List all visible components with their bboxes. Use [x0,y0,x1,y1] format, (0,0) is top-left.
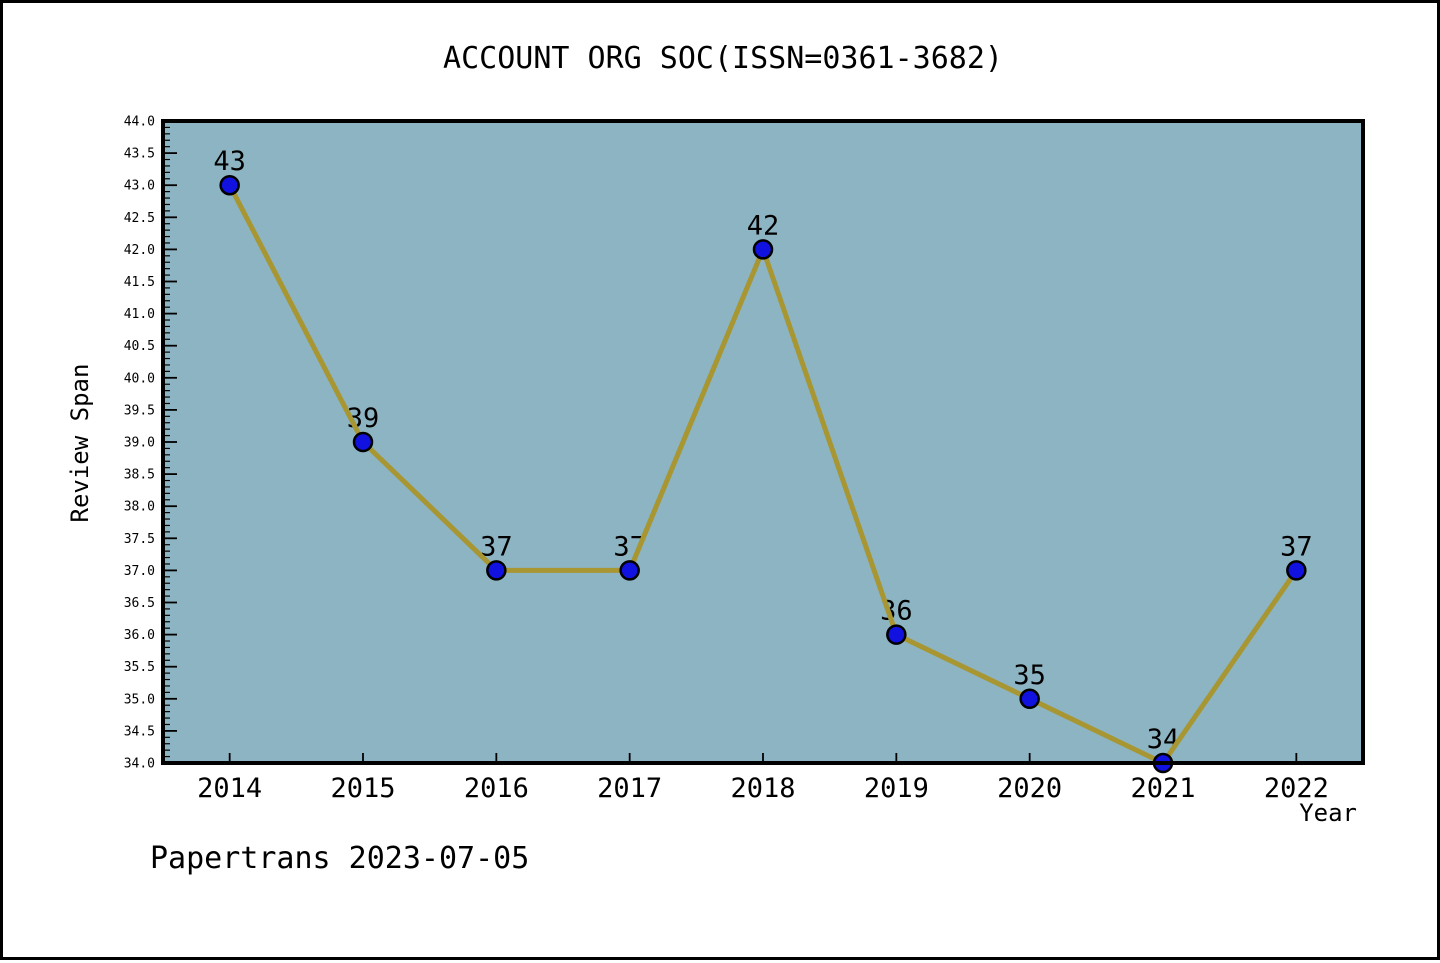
y-tick-label: 35.0 [124,692,155,707]
data-point-label: 35 [1013,660,1046,691]
y-tick-label: 39.0 [124,436,155,451]
y-tick-label: 41.0 [124,307,155,322]
x-tick-label: 2022 [1264,773,1329,804]
chart-title: ACCOUNT ORG SOC(ISSN=0361-3682) [443,41,1003,76]
y-tick-label: 43.5 [124,147,155,162]
data-point-label: 37 [1280,531,1313,562]
plot-frame [161,119,1365,765]
data-point-marker [886,624,907,645]
y-tick-label: 39.5 [124,403,155,418]
y-tick-label: 35.5 [124,660,155,675]
y-tick-label: 42.5 [124,211,155,226]
y-tick-label: 41.5 [124,275,155,290]
y-tick-label: 36.5 [124,596,155,611]
y-tick-label: 42.0 [124,243,155,258]
y-tick-label: 34.0 [124,757,155,772]
y-tick-label: 36.0 [124,628,155,643]
data-point-marker [1019,688,1040,710]
y-tick-label: 40.5 [124,339,155,354]
line-chart-plot-area: 44.0 43.5 43.0 42.5 42.0 41.5 41.0 40.5 40.0 39.5… [124,115,1365,804]
x-tick-label: 2016 [464,773,529,804]
x-tick-label: 2018 [730,773,795,804]
x-tick-label: 2019 [864,773,929,804]
y-tick-label: 40.0 [124,371,155,386]
data-point-label: 43 [213,146,246,177]
x-tick-label: 2021 [1130,773,1195,804]
data-point-marker [1286,560,1307,581]
y-tick-label: 37.5 [124,532,155,547]
y-tick-label: 44.0 [124,115,155,130]
footer-watermark: Papertrans 2023-07-05 [150,841,530,876]
data-point-marker [752,239,774,260]
y-tick-label: 37.0 [124,564,155,579]
y-tick-label: 43.0 [124,179,155,194]
x-tick-label: 2015 [330,773,395,804]
x-axis-label: Year [1299,799,1357,827]
y-tick-label: 38.5 [124,468,155,483]
x-tick-label: 2017 [597,773,662,804]
y-tick-label: 34.5 [124,724,155,739]
x-tick-label: 2014 [197,773,262,804]
data-point-marker [619,560,640,581]
x-tick-label: 2020 [997,773,1062,804]
y-tick-label: 38.0 [124,500,155,515]
data-point-marker [219,174,240,196]
data-point-marker [486,560,507,581]
data-point-marker [352,431,374,453]
data-point-label: 42 [747,210,780,241]
